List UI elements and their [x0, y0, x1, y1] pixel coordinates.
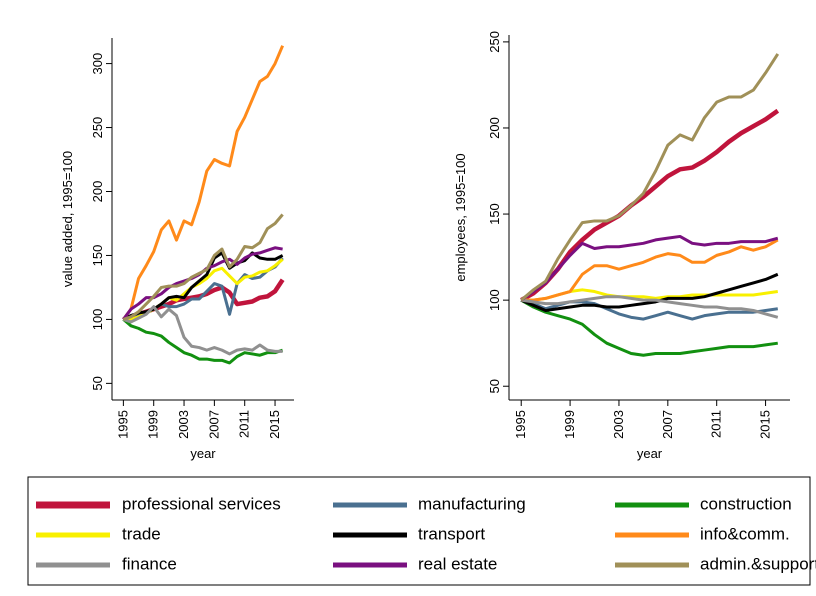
y-tick-label: 50 — [90, 376, 105, 390]
y-tick-label: 150 — [90, 245, 105, 267]
series-line — [122, 45, 285, 321]
series-line — [520, 272, 779, 312]
series-line — [521, 295, 779, 319]
x-axis-title: year — [637, 446, 663, 461]
legend-label: construction — [700, 494, 792, 513]
x-tick-label: 1995 — [513, 410, 528, 439]
x-tick-label: 1999 — [146, 410, 161, 439]
legend-label: manufacturing — [418, 494, 526, 513]
legend-label: transport — [418, 524, 485, 543]
x-tick-label: 2015 — [267, 410, 282, 439]
y-tick-label: 250 — [90, 117, 105, 139]
x-tick-label: 2015 — [758, 410, 773, 439]
x-tick-label: 2011 — [237, 410, 252, 438]
legend-label: professional services — [122, 494, 281, 513]
y-axis-title: employees, 1995=100 — [453, 153, 468, 281]
x-tick-label: 1999 — [562, 410, 577, 439]
y-tick-label: 100 — [487, 289, 502, 311]
legend-label: finance — [122, 554, 177, 573]
series-line — [122, 318, 284, 365]
series-line — [521, 238, 779, 302]
series-line — [520, 298, 778, 357]
legend-label: real estate — [418, 554, 497, 573]
series-line — [520, 108, 780, 303]
x-tick-label: 2007 — [206, 410, 221, 439]
x-axis-title: year — [190, 446, 216, 461]
legend-label: trade — [122, 524, 161, 543]
y-axis-title: value added, 1995=100 — [60, 151, 75, 287]
series-line — [122, 305, 283, 356]
y-tick-label: 100 — [90, 309, 105, 331]
y-tick-label: 250 — [487, 31, 502, 53]
x-tick-label: 2003 — [611, 410, 626, 439]
y-tick-label: 50 — [487, 379, 502, 393]
y-tick-label: 200 — [90, 181, 105, 203]
series-line — [122, 213, 284, 321]
y-tick-label: 150 — [487, 203, 502, 225]
x-tick-label: 2011 — [709, 410, 724, 438]
x-tick-label: 1995 — [115, 410, 130, 439]
y-tick-label: 300 — [90, 53, 105, 75]
y-tick-label: 200 — [487, 117, 502, 139]
x-tick-label: 2007 — [660, 410, 675, 439]
x-tick-label: 2003 — [176, 410, 191, 439]
legend-label: info&comm. — [700, 524, 790, 543]
legend-label: admin.&support — [700, 554, 816, 573]
series-line — [520, 234, 779, 302]
legend-box — [27, 476, 811, 586]
series-line — [520, 53, 780, 302]
